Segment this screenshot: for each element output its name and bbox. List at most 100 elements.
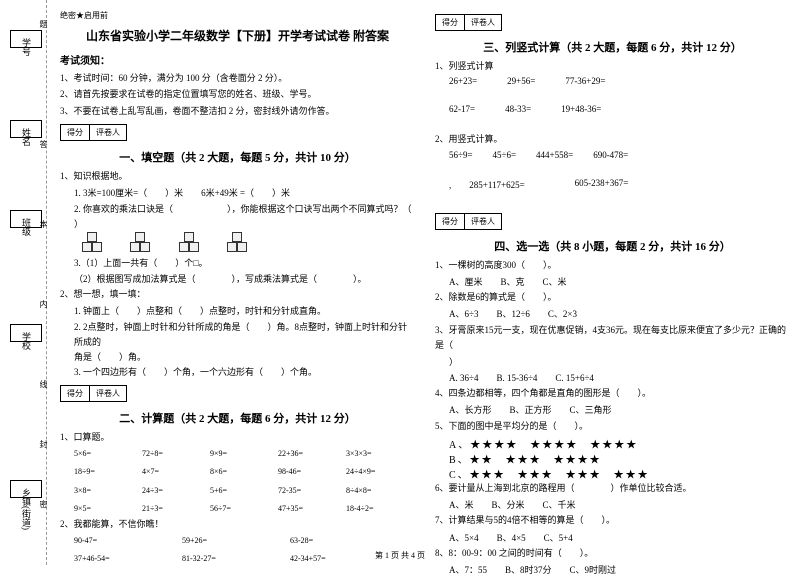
calc: 45÷6= — [493, 150, 517, 160]
section2-title: 二、计算题（共 2 大题，每题 6 分，共计 12 分） — [60, 410, 415, 426]
score-box: 得分 评卷人 — [435, 213, 502, 230]
score-cell: 得分 — [61, 386, 90, 401]
dot-label: 答 — [38, 140, 49, 148]
side-label: 学校 — [20, 332, 33, 350]
calc: 9×5= — [74, 502, 124, 516]
q1-1: 1. 3米=100厘米=（ ）米 6米+49米 =（ ）米 — [60, 186, 415, 201]
calc: 18÷9= — [74, 465, 124, 479]
s4-q2: 2、除数是6的算式是（ ）。 — [435, 290, 790, 305]
left-column: 绝密★启用前 山东省实验小学二年级数学【下册】开学考试试卷 附答案 考试须知： … — [60, 10, 415, 545]
exam-title: 山东省实验小学二年级数学【下册】开学考试试卷 附答案 — [60, 27, 415, 44]
side-label: 乡镇(街道) — [20, 488, 33, 530]
calc: 19+48-36= — [561, 104, 601, 114]
q2-1: 1. 钟面上（ ）点整和（ ）点整时，时针和分针成直角。 — [60, 304, 415, 319]
vert-row: , 285+117+625= 605-238+367= — [435, 178, 790, 191]
calc: 690-478= — [593, 150, 628, 160]
s4-q6-opts: A、米 B、分米 C、千米 — [435, 498, 790, 513]
calc: 22+36= — [278, 447, 328, 461]
calc: 77-36+29= — [565, 76, 605, 86]
main-content: 绝密★启用前 山东省实验小学二年级数学【下册】开学考试试卷 附答案 考试须知： … — [60, 10, 790, 545]
calc: 24÷4×9= — [346, 465, 396, 479]
q2-2b: 角是（ ）角。 — [60, 350, 415, 365]
score-cell: 得分 — [61, 125, 90, 140]
confidential-mark: 绝密★启用前 — [60, 10, 415, 21]
notice-item: 1、考试时间：60 分钟，满分为 100 分（含卷面分 2 分）。 — [60, 71, 415, 85]
calc: 26+23= — [449, 76, 477, 86]
score-box: 得分 评卷人 — [435, 14, 502, 31]
s4-q3: 3、牙膏原来15元一支，现在优惠促销，4支36元。现在每支比原来便宜了多少元？正… — [435, 323, 790, 354]
dot-label: 本 — [38, 220, 49, 228]
dot-label: 密 — [38, 500, 49, 508]
calc: 56÷9= — [449, 150, 473, 160]
calc: 21÷3= — [142, 502, 192, 516]
seal-line — [46, 0, 47, 565]
s4-q3b: ） — [435, 355, 790, 370]
s2-q2: 2、我都能算，不信你瞧！ — [60, 517, 415, 532]
s4-q4: 4、四条边都相等，四个角都是直角的图形是（ ）。 — [435, 386, 790, 401]
notice-item: 3、不要在试卷上乱写乱画，卷面不整洁扣 2 分，密封线外请勿作答。 — [60, 104, 415, 118]
binding-side: 学号 姓名 班级 学校 乡镇(街道) — [8, 0, 48, 565]
score-box: 得分 评卷人 — [60, 385, 127, 402]
q1-2: 2. 你喜欢的乘法口诀是（ ），你能根据这个口诀写出两个不同算式吗？（ — [60, 202, 415, 217]
calc: 63-28= — [290, 534, 380, 548]
q1-3b: （2）根据图写成加法算式是（ ），写成乘法算式是（ ）。 — [60, 272, 415, 287]
cube-diagram — [60, 232, 415, 256]
s4-q3-opts: A. 36÷4 B. 15-36÷4 C. 15+6÷4 — [435, 371, 790, 386]
side-label: 班级 — [20, 218, 33, 236]
q1: 1、知识根据地。 — [60, 169, 415, 184]
calc: 605-238+367= — [575, 178, 629, 191]
q2-3: 3. 一个四边形有（ ）个角，一个六边形有（ ）个角。 — [60, 365, 415, 380]
s4-q2-opts: A、6÷3 B、12÷6 C、2×3 — [435, 307, 790, 322]
calc: 5×6= — [74, 447, 124, 461]
reviewer-cell: 评卷人 — [465, 214, 501, 229]
section4-title: 四、选一选（共 8 小题，每题 2 分，共计 16 分） — [435, 238, 790, 254]
notice-item: 2、请首先按要求在试卷的指定位置填写您的姓名、班级、学号。 — [60, 87, 415, 101]
calc: 8÷4×8= — [346, 484, 396, 498]
s4-q1-opts: A、厘米 B、克 C、米 — [435, 275, 790, 290]
dot-label: 线 — [38, 380, 49, 388]
notice-title: 考试须知： — [60, 52, 415, 67]
section1-title: 一、填空题（共 2 大题，每题 5 分，共计 10 分） — [60, 149, 415, 165]
calc: 18-4÷2= — [346, 502, 396, 516]
q1-3: 3.（1）上面一共有（ ）个□。 — [60, 256, 415, 271]
calc: 56÷7= — [210, 502, 260, 516]
calc: 4×7= — [142, 465, 192, 479]
dot-label: 封 — [38, 440, 49, 448]
calc: 8×6= — [210, 465, 260, 479]
section3-title: 三、列竖式计算（共 2 大题，每题 6 分，共计 12 分） — [435, 39, 790, 55]
s4-q7-opts: A、5×4 B、4×5 C、5+4 — [435, 531, 790, 546]
s4-q8-opts: A、7：55 B、8时37分 C、9时刚过 — [435, 563, 790, 578]
q2-2: 2. 2点整时，钟面上时针和分针所成的角是（ ）角。8点整时，钟面上时针和分针所… — [60, 320, 415, 351]
score-cell: 得分 — [436, 15, 465, 30]
calc: 24÷3= — [142, 484, 192, 498]
vert-row: 56÷9= 45÷6= 444+558= 690-478= — [435, 150, 790, 160]
calc: 3×3×3= — [346, 447, 396, 461]
calc: , 285+117+625= — [449, 178, 525, 191]
calc: 9×9= — [210, 447, 260, 461]
side-label: 学号 — [20, 38, 33, 56]
page-footer: 第 1 页 共 4 页 — [0, 550, 800, 561]
s4-q7: 7、计算结果与5的4倍不相等的算是（ ）。 — [435, 513, 790, 528]
star-row-c: C、★★★ ★★★ ★★★ ★★★ — [435, 466, 790, 481]
q2: 2、想一想，填一填： — [60, 287, 415, 302]
side-label: 姓名 — [20, 128, 33, 146]
reviewer-cell: 评卷人 — [90, 386, 126, 401]
calc: 444+558= — [536, 150, 573, 160]
s4-q4-opts: A、长方形 B、正方形 C、三角形 — [435, 403, 790, 418]
right-column: 得分 评卷人 三、列竖式计算（共 2 大题，每题 6 分，共计 12 分） 1、… — [435, 10, 790, 545]
star-row-a: A、★★★★ ★★★★ ★★★★ — [435, 436, 790, 451]
vert-row: 62-17= 48-33= 19+48-36= — [435, 104, 790, 114]
s3-q1: 1、列竖式计算 — [435, 59, 790, 74]
calc: 59+26= — [182, 534, 272, 548]
calc: 62-17= — [449, 104, 475, 114]
calc: 48-33= — [505, 104, 531, 114]
score-box: 得分 评卷人 — [60, 124, 127, 141]
calc: 90-47= — [74, 534, 164, 548]
vert-row: 26+23= 29+56= 77-36+29= — [435, 76, 790, 86]
dot-label: 题 — [38, 20, 49, 28]
s3-q2: 2、用竖式计算。 — [435, 132, 790, 147]
s2-q1: 1、口算题。 — [60, 430, 415, 445]
reviewer-cell: 评卷人 — [465, 15, 501, 30]
calc: 47+35= — [278, 502, 328, 516]
calc: 3×8= — [74, 484, 124, 498]
